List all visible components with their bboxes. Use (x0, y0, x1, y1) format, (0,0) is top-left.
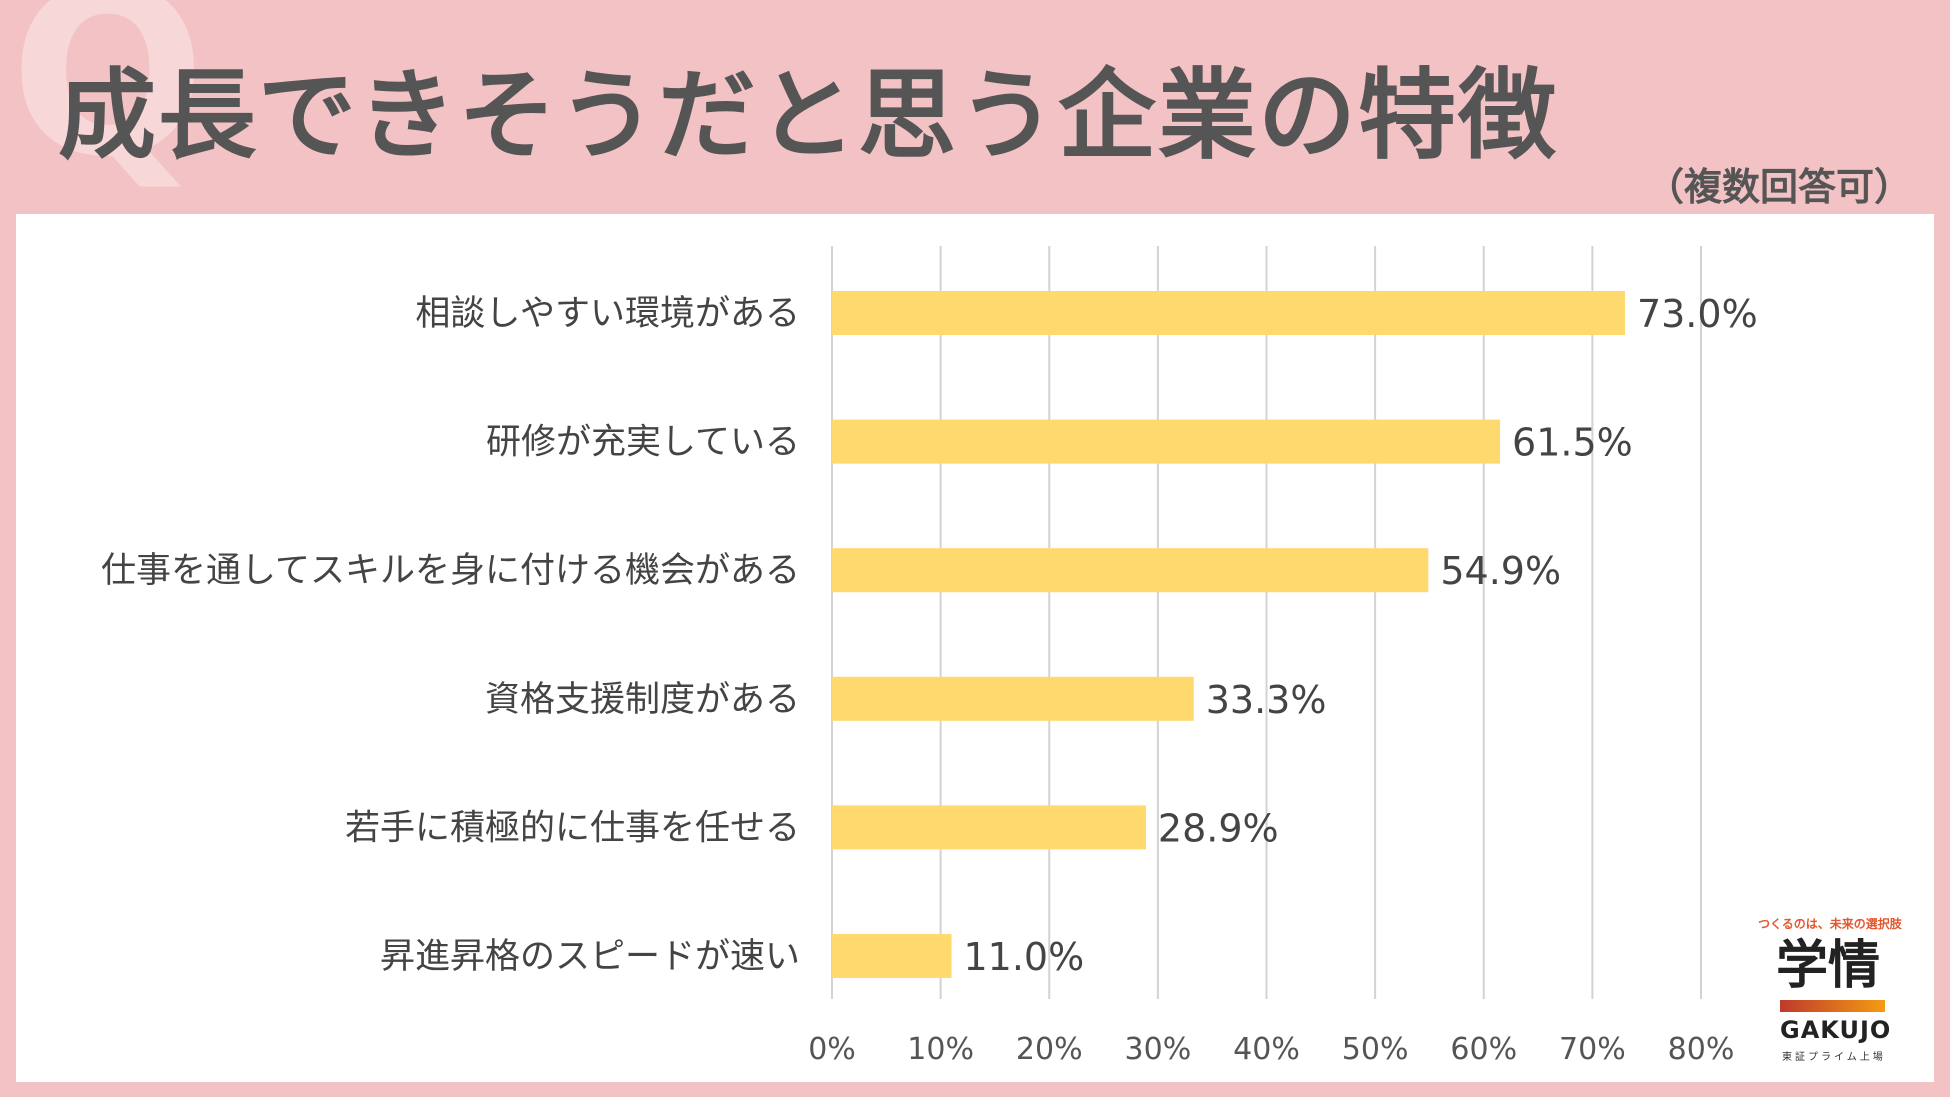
bar (832, 291, 1625, 335)
bar (832, 805, 1146, 850)
x-tick-label: 60% (1450, 1032, 1517, 1067)
logo-sub: 東証プライム上場 (1782, 1052, 1886, 1063)
x-tick-label: 10% (907, 1032, 974, 1067)
page-subtitle: （複数回答可） (1645, 165, 1912, 209)
x-tick-label: 40% (1233, 1032, 1300, 1067)
data-label: 54.9% (1440, 549, 1561, 593)
category-label: 若手に積極的に仕事を任せる (345, 808, 800, 848)
bar (832, 548, 1429, 593)
logo-name-en: GAKUJO (1780, 1016, 1892, 1044)
page-title: 成長できそうだと思う企業の特徴 (58, 59, 1559, 173)
logo-name-jp: 学情 (1776, 936, 1881, 996)
x-tick-label: 0% (808, 1032, 856, 1067)
data-label: 28.9% (1158, 806, 1279, 850)
category-label: 相談しやすい環境がある (415, 294, 800, 334)
bar (832, 419, 1501, 464)
x-tick-label: 70% (1559, 1032, 1626, 1067)
data-label: 61.5% (1512, 421, 1633, 465)
q-watermark: Q (10, 0, 206, 208)
category-label: 仕事を通してスキルを身に付ける機会がある (101, 551, 800, 591)
bar (832, 676, 1194, 721)
category-label: 研修が充実している (486, 423, 800, 463)
bar (832, 934, 952, 978)
category-label: 資格支援制度がある (485, 680, 800, 720)
x-tick-label: 20% (1016, 1032, 1083, 1067)
x-tick-label: 50% (1342, 1032, 1409, 1067)
data-label: 73.0% (1637, 292, 1758, 336)
gakujo-logo: つくるのは、未来の選択肢 学情 GAKUJO 東証プライム上場 (1740, 900, 1910, 1075)
data-label: 33.3% (1206, 678, 1327, 722)
bar-chart: 0% 10% 20% 30% 40% 50% 60% 70% 80% 相談しやすい環境がある 73.… (101, 246, 1758, 1067)
data-label: 11.0% (963, 935, 1084, 979)
category-label: 昇進昇格のスピードが速い (380, 937, 800, 977)
logo-bar (1780, 1000, 1885, 1012)
chart-panel: 0% 10% 20% 30% 40% 50% 60% 70% 80% 相談しやすい環境がある 73.… (16, 214, 1934, 1082)
x-tick-label: 80% (1668, 1032, 1735, 1067)
x-tick-label: 30% (1125, 1032, 1192, 1067)
logo-tagline: つくるのは、未来の選択肢 (1758, 917, 1902, 931)
